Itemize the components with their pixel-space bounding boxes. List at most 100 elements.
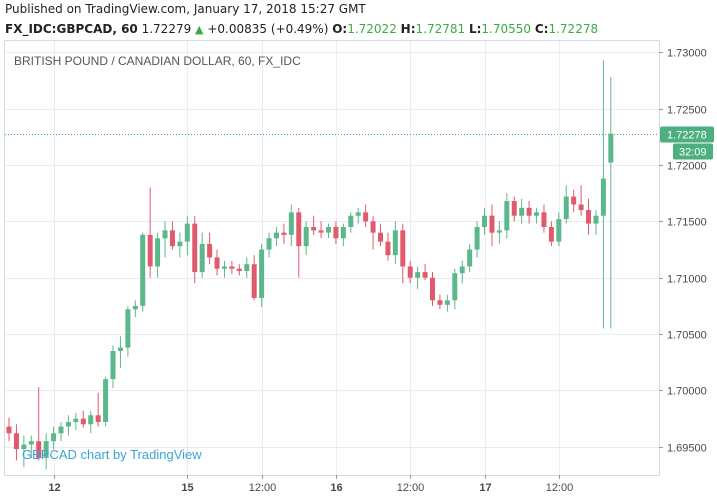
high-value: 1.72781 xyxy=(415,22,466,36)
candle-body xyxy=(184,223,190,242)
candle-body xyxy=(392,230,398,256)
candle-body xyxy=(95,415,101,423)
low-value: 1.70550 xyxy=(481,22,532,36)
candle-body xyxy=(571,196,577,205)
candle-body xyxy=(199,243,205,273)
candle-body xyxy=(467,249,473,267)
candle xyxy=(43,433,49,470)
y-tick-label: 1.73000 xyxy=(667,48,707,60)
candle-body xyxy=(586,210,592,224)
y-tick-label: 1.70500 xyxy=(667,330,707,342)
x-tick-label: 12:00 xyxy=(249,482,277,494)
candle xyxy=(192,215,198,284)
candle xyxy=(370,215,376,250)
candle xyxy=(73,413,79,430)
candle xyxy=(199,232,205,278)
candle xyxy=(88,410,94,434)
candle-body xyxy=(169,230,175,247)
candle-body xyxy=(496,230,502,233)
candle xyxy=(355,207,361,224)
candle-body xyxy=(303,227,309,247)
candle xyxy=(80,410,86,428)
candle-body xyxy=(340,227,346,239)
candle xyxy=(125,305,131,357)
candle-body xyxy=(378,232,383,242)
candle xyxy=(266,232,272,258)
candle xyxy=(236,264,242,276)
candle xyxy=(563,185,569,224)
candle-body xyxy=(504,201,510,231)
candle-body xyxy=(177,241,183,247)
candle xyxy=(422,264,428,280)
watermark[interactable]: GBPCAD chart by TradingView xyxy=(22,447,202,462)
candle xyxy=(378,223,383,247)
candle-body xyxy=(430,277,436,301)
candle-body xyxy=(221,266,227,269)
countdown-label: 32:09 xyxy=(679,147,707,159)
y-tick-label: 1.71500 xyxy=(667,217,707,229)
candle xyxy=(363,204,369,227)
candle xyxy=(437,294,443,310)
candle xyxy=(444,294,450,312)
candle xyxy=(608,76,614,329)
candle xyxy=(132,300,138,318)
candle-body xyxy=(88,415,94,425)
candles-group xyxy=(5,60,659,470)
candle xyxy=(169,221,175,250)
x-tick-label: 16 xyxy=(330,482,342,494)
candle-body xyxy=(608,133,614,163)
candle xyxy=(541,204,547,233)
published-line: Published on TradingView.com, January 17… xyxy=(5,2,366,16)
candle-body xyxy=(437,300,443,305)
candle xyxy=(556,212,562,247)
candle xyxy=(311,215,317,235)
candle xyxy=(207,232,213,265)
candle xyxy=(36,387,42,461)
y-tick-label: 1.72500 xyxy=(667,105,707,117)
open-label: O: xyxy=(332,22,348,36)
candle-body xyxy=(288,212,294,235)
candle xyxy=(296,207,302,278)
candle-body xyxy=(482,215,488,227)
candle-body xyxy=(415,272,421,278)
candle xyxy=(281,223,287,244)
candle-body xyxy=(147,234,153,267)
candle-body xyxy=(110,351,116,380)
candle-body xyxy=(162,230,168,239)
time-axis[interactable]: 12 15 12:00 16 12:00 17 12:00 xyxy=(48,475,573,494)
price-axis[interactable]: 1.73000 1.72500 1.72000 1.71500 1.71000 1.705… xyxy=(659,48,714,455)
candle xyxy=(140,232,146,312)
candle xyxy=(459,260,465,284)
candle xyxy=(586,198,592,235)
y-tick-label: 1.69500 xyxy=(667,443,707,455)
candle-body xyxy=(333,227,339,239)
candle xyxy=(593,210,599,235)
candle-body xyxy=(273,232,279,239)
candle-body xyxy=(36,441,42,459)
candle-body xyxy=(21,444,27,450)
candle-body xyxy=(422,272,428,278)
candle-body xyxy=(400,230,406,267)
x-tick-label: 17 xyxy=(479,482,491,494)
plot-area-border xyxy=(4,40,660,476)
close-label: C: xyxy=(534,22,549,36)
candle-body xyxy=(548,227,554,242)
candle-body xyxy=(363,212,369,222)
candle xyxy=(526,201,532,224)
candle xyxy=(21,435,27,468)
candle xyxy=(578,185,584,216)
candle xyxy=(259,243,265,308)
candle xyxy=(467,243,473,273)
chart-title: BRITISH POUND / CANADIAN DOLLAR, 60, FX_… xyxy=(14,54,301,68)
candle-body xyxy=(103,379,109,423)
y-tick-label: 1.71000 xyxy=(667,274,707,286)
candle xyxy=(28,435,34,459)
candle-body xyxy=(140,234,146,306)
candle xyxy=(184,215,190,256)
y-tick-label: 1.70000 xyxy=(667,386,707,398)
candle-body xyxy=(593,215,599,224)
candle-body xyxy=(155,238,161,267)
candle-body xyxy=(192,223,198,273)
candle xyxy=(6,417,12,442)
